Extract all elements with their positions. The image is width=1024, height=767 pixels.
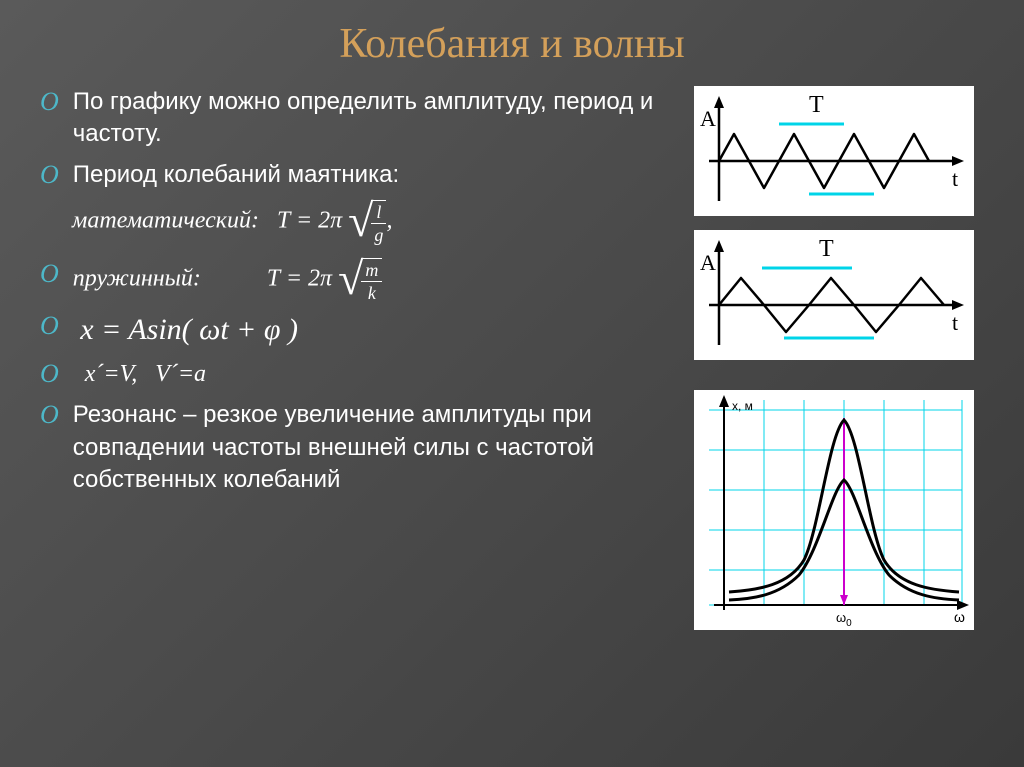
svg-text:A: A — [700, 106, 716, 131]
wave-diagram-1: A t T — [694, 86, 974, 216]
right-column: A t T A t T — [694, 86, 984, 644]
svg-text:t: t — [952, 310, 958, 335]
wave-svg-1: A t T — [694, 86, 974, 216]
bullet-2: O Период колебаний маятника: — [40, 159, 678, 192]
bullet-marker: O — [40, 397, 59, 432]
bullet-marker: O — [40, 356, 59, 391]
content-row: O По графику можно определить амплитуду,… — [40, 86, 984, 644]
bullet-6: O Резонанс – резкое увеличение амплитуды… — [40, 399, 678, 496]
resonance-diagram: x, м ω ω0 — [694, 390, 974, 630]
wave-diagram-2: A t T — [694, 230, 974, 360]
svg-text:ω: ω — [954, 609, 965, 625]
bullet-marker: O — [40, 157, 59, 192]
resonance-svg: x, м ω ω0 — [694, 390, 974, 630]
bullet-1-text: По графику можно определить амплитуду, п… — [73, 86, 678, 151]
bullet-3: O пружинный: T = 2π √ m k — [40, 258, 678, 302]
bullet-marker: O — [40, 256, 59, 291]
bullet-1: O По графику можно определить амплитуду,… — [40, 86, 678, 151]
displacement-formula: x = Asin( ωt + φ ) — [73, 310, 678, 351]
bullet-marker: O — [40, 308, 59, 343]
spring-pendulum-formula: пружинный: T = 2π √ m k — [73, 258, 678, 302]
resonance-definition: Резонанс – резкое увеличение амплитуды п… — [73, 399, 678, 496]
bullet-5: O x´=V, V´=a — [40, 358, 678, 391]
bullet-4: O x = Asin( ωt + φ ) — [40, 310, 678, 351]
svg-text:t: t — [952, 166, 958, 191]
svg-text:T: T — [819, 236, 834, 262]
left-column: O По графику можно определить амплитуду,… — [40, 86, 678, 644]
bullet-marker: O — [40, 84, 59, 119]
wave-svg-2: A t T — [694, 230, 974, 360]
svg-text:T: T — [809, 92, 824, 118]
slide-container: Колебания и волны O По графику можно опр… — [0, 0, 1024, 664]
derivatives-formula: x´=V, V´=a — [73, 358, 678, 390]
svg-text:x, м: x, м — [732, 399, 753, 413]
bullet-2-text: Период колебаний маятника: — [73, 159, 678, 191]
math-pendulum-formula: математический: T = 2π √ l g , — [72, 200, 678, 244]
svg-text:A: A — [700, 250, 716, 275]
slide-title: Колебания и волны — [40, 20, 984, 68]
bullet-2-formula: математический: T = 2π √ l g , — [72, 200, 678, 244]
